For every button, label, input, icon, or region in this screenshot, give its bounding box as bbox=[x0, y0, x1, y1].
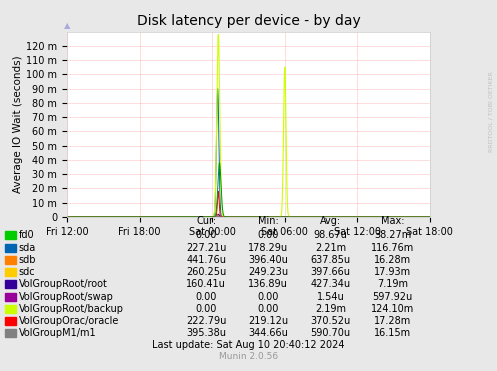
Text: 124.10m: 124.10m bbox=[371, 304, 414, 314]
Text: 441.76u: 441.76u bbox=[186, 255, 226, 265]
Text: 2.21m: 2.21m bbox=[315, 243, 346, 253]
Text: 98.67u: 98.67u bbox=[314, 230, 347, 240]
Text: 427.34u: 427.34u bbox=[311, 279, 350, 289]
Text: Munin 2.0.56: Munin 2.0.56 bbox=[219, 352, 278, 361]
Text: 0.00: 0.00 bbox=[195, 292, 217, 302]
Text: 395.38u: 395.38u bbox=[186, 328, 226, 338]
Text: 16.28m: 16.28m bbox=[374, 255, 411, 265]
Text: 178.29u: 178.29u bbox=[248, 243, 288, 253]
Text: 260.25u: 260.25u bbox=[186, 267, 226, 277]
Text: 590.70u: 590.70u bbox=[311, 328, 350, 338]
Text: 116.76m: 116.76m bbox=[371, 243, 414, 253]
Text: VolGroupRoot/backup: VolGroupRoot/backup bbox=[19, 304, 124, 314]
Text: Max:: Max: bbox=[381, 216, 405, 226]
Text: 0.00: 0.00 bbox=[195, 304, 217, 314]
Text: 227.21u: 227.21u bbox=[186, 243, 227, 253]
Text: 344.66u: 344.66u bbox=[248, 328, 288, 338]
Text: 136.89u: 136.89u bbox=[248, 279, 288, 289]
Text: 38.27m: 38.27m bbox=[374, 230, 411, 240]
Text: 2.19m: 2.19m bbox=[315, 304, 346, 314]
Text: VolGroupM1/m1: VolGroupM1/m1 bbox=[19, 328, 96, 338]
Text: VolGroupOrac/oracle: VolGroupOrac/oracle bbox=[19, 316, 119, 326]
Y-axis label: Average IO Wait (seconds): Average IO Wait (seconds) bbox=[13, 56, 23, 193]
Text: sdc: sdc bbox=[19, 267, 35, 277]
Text: RRDTOOL / TOBI OETIKER: RRDTOOL / TOBI OETIKER bbox=[488, 71, 493, 152]
Text: 0.00: 0.00 bbox=[257, 230, 279, 240]
Text: 16.15m: 16.15m bbox=[374, 328, 411, 338]
Text: 370.52u: 370.52u bbox=[311, 316, 350, 326]
Text: ▲: ▲ bbox=[64, 21, 71, 30]
Text: 0.00: 0.00 bbox=[257, 304, 279, 314]
Text: 637.85u: 637.85u bbox=[311, 255, 350, 265]
Text: 1.54u: 1.54u bbox=[317, 292, 344, 302]
Text: Min:: Min: bbox=[258, 216, 279, 226]
Text: sdb: sdb bbox=[19, 255, 36, 265]
Text: Last update: Sat Aug 10 20:40:12 2024: Last update: Sat Aug 10 20:40:12 2024 bbox=[152, 340, 345, 350]
Text: VolGroupRoot/swap: VolGroupRoot/swap bbox=[19, 292, 114, 302]
Text: 17.28m: 17.28m bbox=[374, 316, 411, 326]
Title: Disk latency per device - by day: Disk latency per device - by day bbox=[137, 14, 360, 27]
Text: 219.12u: 219.12u bbox=[248, 316, 288, 326]
Text: 0.00: 0.00 bbox=[195, 230, 217, 240]
Text: sda: sda bbox=[19, 243, 36, 253]
Text: 222.79u: 222.79u bbox=[186, 316, 227, 326]
Text: 397.66u: 397.66u bbox=[311, 267, 350, 277]
Text: VolGroupRoot/root: VolGroupRoot/root bbox=[19, 279, 108, 289]
Text: 597.92u: 597.92u bbox=[373, 292, 413, 302]
Text: fd0: fd0 bbox=[19, 230, 34, 240]
Text: Cur:: Cur: bbox=[196, 216, 216, 226]
Text: 17.93m: 17.93m bbox=[374, 267, 411, 277]
Text: 160.41u: 160.41u bbox=[186, 279, 226, 289]
Text: Avg:: Avg: bbox=[320, 216, 341, 226]
Text: 7.19m: 7.19m bbox=[377, 279, 408, 289]
Text: 249.23u: 249.23u bbox=[248, 267, 288, 277]
Text: 0.00: 0.00 bbox=[257, 292, 279, 302]
Text: 396.40u: 396.40u bbox=[248, 255, 288, 265]
